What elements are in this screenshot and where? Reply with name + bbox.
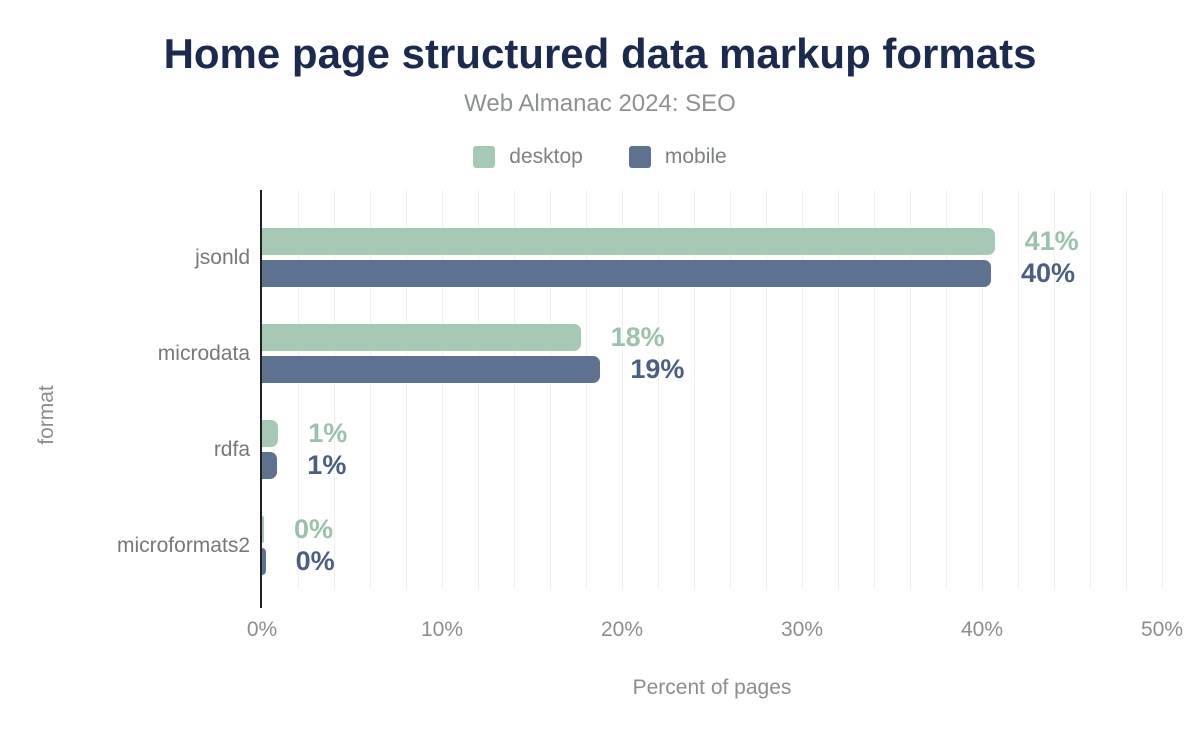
- gridline: [838, 190, 839, 590]
- plot-area: jsonld 41% 40% microdata 18% 19% rdfa 1% 1% micro…: [117, 190, 1183, 641]
- gridline: [442, 190, 443, 590]
- legend-item-mobile: mobile: [628, 145, 727, 169]
- bar-desktop-microformats2: [262, 516, 264, 543]
- bar-mobile-rdfa: [262, 452, 278, 479]
- legend-item-desktop: desktop: [473, 145, 583, 169]
- gridline: [586, 190, 587, 590]
- gridline: [334, 190, 335, 590]
- gridline: [802, 190, 803, 590]
- x-tick-label: 40%: [960, 618, 1004, 641]
- x-tick-label: 50%: [1140, 618, 1184, 641]
- bar-desktop-microdata: [262, 324, 581, 351]
- legend-label: desktop: [509, 145, 583, 168]
- gridline: [982, 190, 983, 590]
- gridline: [406, 190, 407, 590]
- legend-label: mobile: [664, 145, 727, 168]
- value-label-mobile-rdfa: 1%: [307, 450, 347, 480]
- legend: desktop mobile: [0, 145, 1200, 169]
- value-label-desktop-jsonld: 41%: [1024, 226, 1079, 256]
- bar-mobile-microformats2: [262, 548, 266, 575]
- x-tick-label: 20%: [600, 618, 644, 641]
- value-label-mobile-microdata: 19%: [630, 354, 685, 384]
- gridline: [298, 190, 299, 590]
- value-label-desktop-rdfa: 1%: [308, 418, 348, 448]
- y-axis-line: [260, 190, 262, 608]
- gridline: [1090, 190, 1091, 590]
- value-label-desktop-microformats2: 0%: [294, 514, 334, 544]
- x-tick-label: 0%: [246, 618, 278, 641]
- category-label: rdfa: [213, 437, 250, 461]
- gridline: [766, 190, 767, 590]
- gridline: [946, 190, 947, 590]
- gridline: [694, 190, 695, 590]
- legend-swatch-desktop: [473, 146, 496, 168]
- bar-mobile-microdata: [262, 356, 601, 383]
- gridline: [478, 190, 479, 590]
- category-label: microformats2: [116, 533, 250, 557]
- x-axis-title: Percent of pages: [632, 676, 792, 699]
- gridline: [658, 190, 659, 590]
- legend-swatch-mobile: [628, 146, 651, 168]
- gridline: [730, 190, 731, 590]
- value-label-desktop-microdata: 18%: [610, 322, 665, 352]
- x-tick-label: 30%: [780, 618, 824, 641]
- bar-mobile-jsonld: [262, 260, 991, 287]
- gridline: [1162, 190, 1163, 590]
- category-label: jsonld: [195, 245, 250, 269]
- gridline: [370, 190, 371, 590]
- gridline: [1126, 190, 1127, 590]
- gridline: [910, 190, 911, 590]
- gridline: [514, 190, 515, 590]
- gridline: [1054, 190, 1055, 590]
- chart-subtitle: Web Almanac 2024: SEO: [464, 90, 736, 117]
- bar-desktop-jsonld: [262, 228, 995, 255]
- value-label-mobile-microformats2: 0%: [295, 546, 335, 576]
- chart-title: Home page structured data markup formats: [163, 30, 1037, 77]
- x-tick-label: 10%: [420, 618, 464, 641]
- bar-desktop-rdfa: [262, 420, 279, 447]
- category-label: microdata: [157, 341, 250, 365]
- gridline: [550, 190, 551, 590]
- gridline: [1018, 190, 1019, 590]
- gridline: [622, 190, 623, 590]
- gridline: [874, 190, 875, 590]
- value-label-mobile-jsonld: 40%: [1021, 258, 1076, 288]
